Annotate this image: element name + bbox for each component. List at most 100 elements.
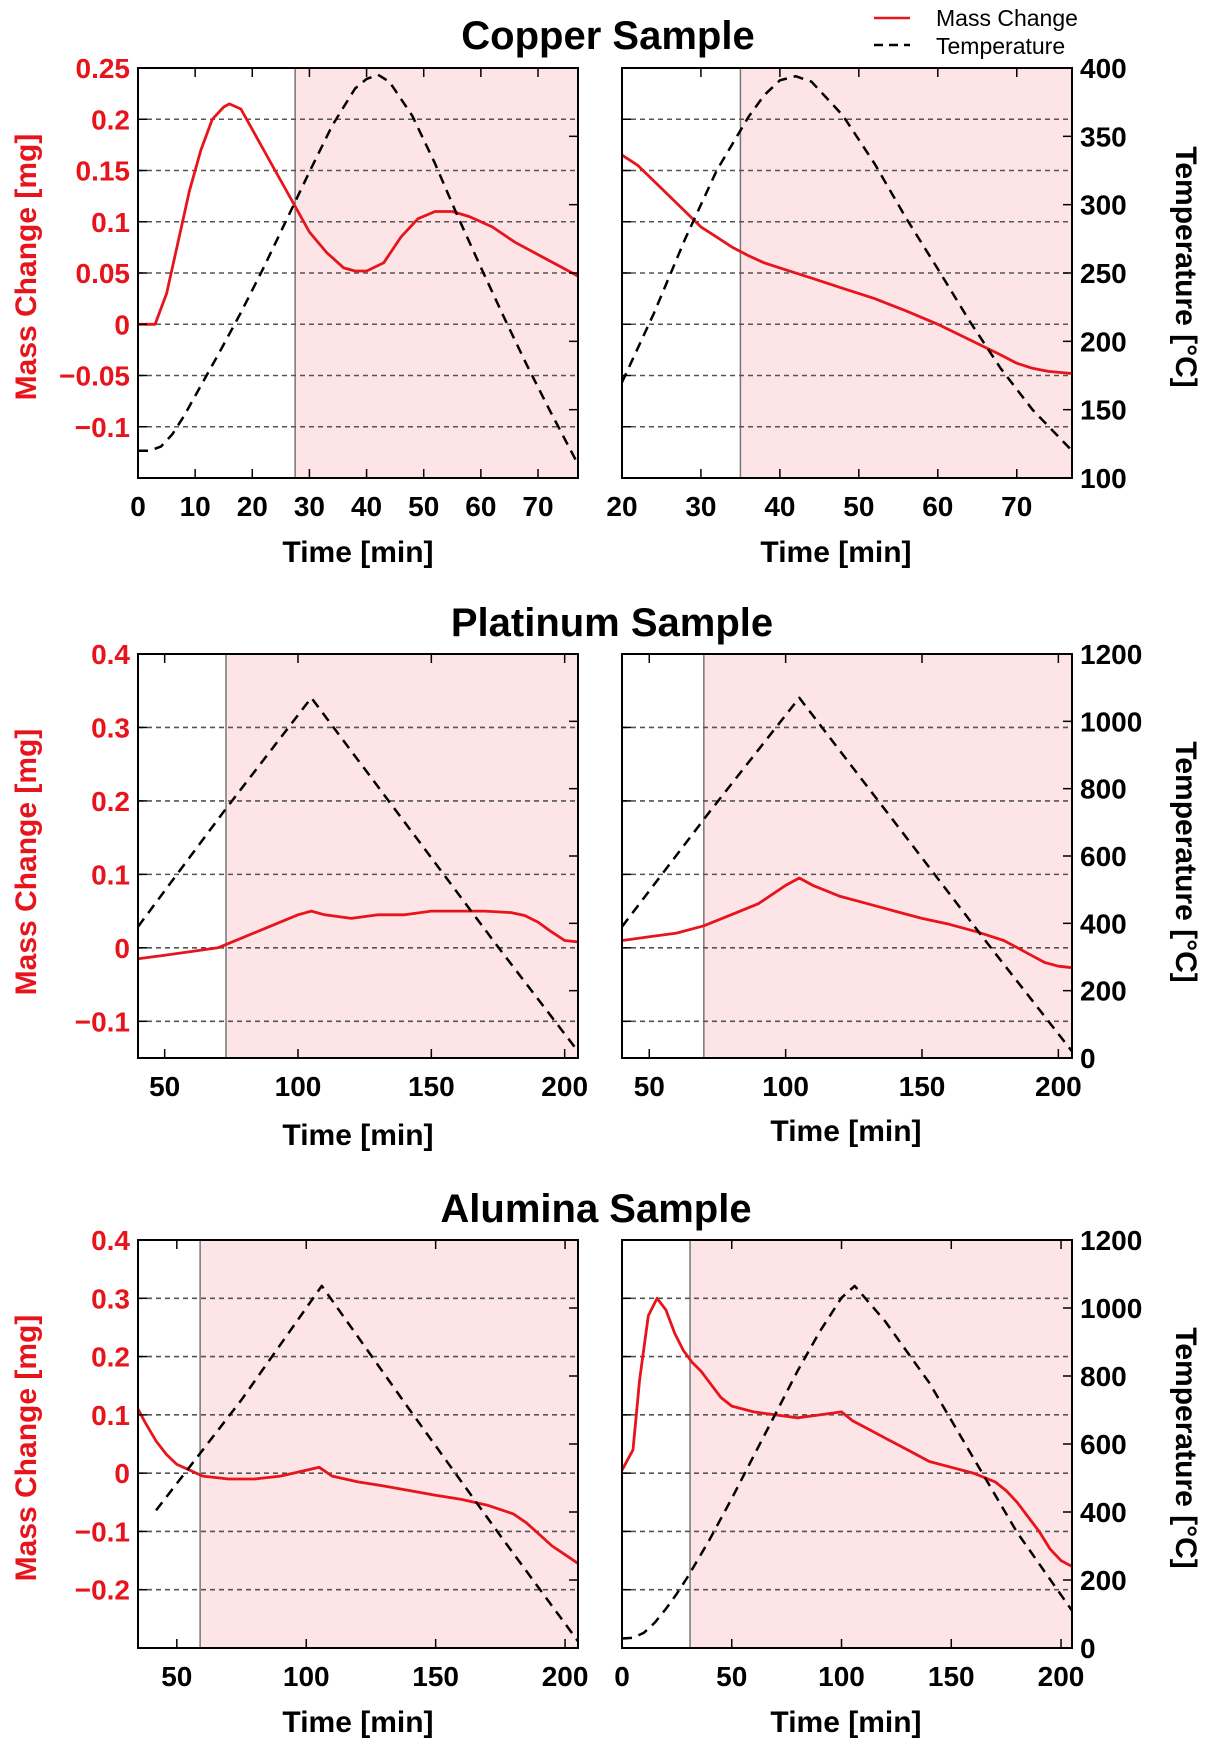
x-tick-label: 30: [685, 491, 716, 522]
x-tick-label: 150: [408, 1071, 455, 1102]
alumina-left-xlabel: Time [min]: [282, 1706, 433, 1739]
y-tick-label-left: 0.25: [76, 53, 131, 84]
platinum-right-xlabel: Time [min]: [770, 1115, 921, 1148]
y-tick-label-right: 600: [1080, 1429, 1127, 1460]
y-tick-label-left: −0.05: [59, 361, 130, 392]
y-tick-label-left: 0: [114, 309, 130, 340]
x-tick-label: 50: [716, 1661, 747, 1692]
copper-left-xlabel: Time [min]: [282, 536, 433, 569]
copper-left-panel: 0 10 20 30 40 50 60 70 0.25 0.2 0.15 0.1 0.05 0 −0.05 −…: [59, 53, 579, 522]
y-tick-label-right: 250: [1080, 258, 1127, 289]
legend: Mass Change Temperature: [874, 5, 1078, 59]
x-tick-label: 50: [634, 1071, 665, 1102]
temperature-series-line: [622, 74, 1072, 452]
alumina-ylabel-left: Mass Change [mg]: [10, 1315, 43, 1582]
x-tick-label: 40: [764, 491, 795, 522]
x-tick-label: 200: [1038, 1661, 1085, 1692]
x-tick-label: 70: [522, 491, 553, 522]
y-tick-label-right: 1000: [1080, 706, 1142, 737]
x-tick-label: 100: [283, 1661, 330, 1692]
y-tick-label-left: 0.3: [91, 712, 130, 743]
copper-right-xlabel: Time [min]: [760, 536, 911, 569]
mass-change-series-line: [138, 1408, 578, 1565]
x-tick-label: 150: [928, 1661, 975, 1692]
mass-change-series-line: [622, 1296, 1072, 1568]
x-tick-label: 100: [762, 1071, 809, 1102]
y-tick-label-left: 0.4: [91, 1225, 130, 1256]
alumina-sample-title: Alumina Sample: [440, 1187, 751, 1231]
y-tick-label-right: 150: [1080, 395, 1127, 426]
x-tick-label: 30: [294, 491, 325, 522]
x-tick-label: 200: [1035, 1071, 1082, 1102]
legend-mass-label: Mass Change: [936, 5, 1078, 31]
y-tick-label-left: 0.05: [76, 258, 131, 289]
x-tick-label: 50: [843, 491, 874, 522]
copper-ylabel-left: Mass Change [mg]: [10, 134, 43, 401]
x-tick-label: 70: [1001, 491, 1032, 522]
y-tick-label-right: 800: [1080, 774, 1127, 805]
y-tick-label-left: 0: [114, 1458, 130, 1489]
x-tick-label: 50: [408, 491, 439, 522]
shaded-region: [200, 1240, 578, 1648]
copper-right-panel: 20 30 40 50 60 70 400 350 300 250 200 150 100: [606, 53, 1126, 522]
temperature-series-line: [138, 696, 578, 1053]
y-tick-label-left: −0.2: [75, 1575, 130, 1606]
y-tick-label-left: −0.1: [75, 412, 130, 443]
y-tick-label-left: 0.3: [91, 1283, 130, 1314]
x-tick-label: 50: [161, 1661, 192, 1692]
x-tick-label: 200: [541, 1071, 588, 1102]
y-tick-label-right: 200: [1080, 1565, 1127, 1596]
x-tick-label: 10: [180, 491, 211, 522]
y-tick-label-right: 200: [1080, 976, 1127, 1007]
copper-ylabel-right: Temperature [°C]: [1169, 146, 1202, 387]
y-tick-label-left: 0.2: [91, 1342, 130, 1373]
y-tick-label-left: 0: [114, 933, 130, 964]
y-tick-label-left: −0.1: [75, 1516, 130, 1547]
mass-change-series-line: [622, 876, 1072, 970]
y-tick-label-left: 0.1: [91, 859, 130, 890]
y-tick-label-right: 1000: [1080, 1293, 1142, 1324]
mass-change-series-line: [138, 102, 578, 326]
y-tick-label-left: 0.1: [91, 207, 130, 238]
y-tick-label-left: 0.2: [91, 104, 130, 135]
shaded-region: [703, 654, 1072, 1058]
platinum-ylabel-right: Temperature [°C]: [1169, 741, 1202, 982]
legend-temperature-label: Temperature: [936, 33, 1065, 59]
x-tick-label: 200: [542, 1661, 589, 1692]
platinum-left-panel: 50 100 150 200 0.4 0.3 0.2 0.1 0 −0.1: [75, 639, 588, 1102]
temperature-series-line: [622, 696, 1072, 1053]
y-tick-label-right: 200: [1080, 326, 1127, 357]
y-tick-label-right: 0: [1080, 1633, 1096, 1664]
x-tick-label: 100: [818, 1661, 865, 1692]
temperature-series-line: [622, 1284, 1072, 1640]
y-tick-label-right: 350: [1080, 121, 1127, 152]
y-tick-label-right: 1200: [1080, 1225, 1142, 1256]
y-tick-label-right: 600: [1080, 841, 1127, 872]
temperature-series-line: [138, 73, 578, 465]
y-tick-label-left: 0.4: [91, 639, 130, 670]
y-tick-label-right: 400: [1080, 53, 1127, 84]
platinum-ylabel-left: Mass Change [mg]: [10, 729, 43, 996]
y-tick-label-right: 0: [1080, 1043, 1096, 1074]
y-tick-label-left: 0.1: [91, 1400, 130, 1431]
shaded-region: [226, 654, 578, 1058]
x-tick-label: 40: [351, 491, 382, 522]
x-tick-label: 0: [130, 491, 146, 522]
copper-sample-title: Copper Sample: [461, 14, 754, 58]
x-tick-label: 150: [899, 1071, 946, 1102]
y-tick-label-left: 0.2: [91, 786, 130, 817]
platinum-left-xlabel: Time [min]: [282, 1119, 433, 1152]
mass-change-series-line: [622, 153, 1072, 375]
x-tick-label: 60: [465, 491, 496, 522]
x-tick-label: 50: [149, 1071, 180, 1102]
x-tick-label: 150: [412, 1661, 459, 1692]
y-tick-label-right: 400: [1080, 908, 1127, 939]
y-tick-label-right: 300: [1080, 190, 1127, 221]
y-tick-label-right: 100: [1080, 463, 1127, 494]
y-tick-label-right: 1200: [1080, 639, 1142, 670]
x-tick-label: 60: [922, 491, 953, 522]
x-tick-label: 20: [237, 491, 268, 522]
shaded-region: [690, 1240, 1072, 1648]
